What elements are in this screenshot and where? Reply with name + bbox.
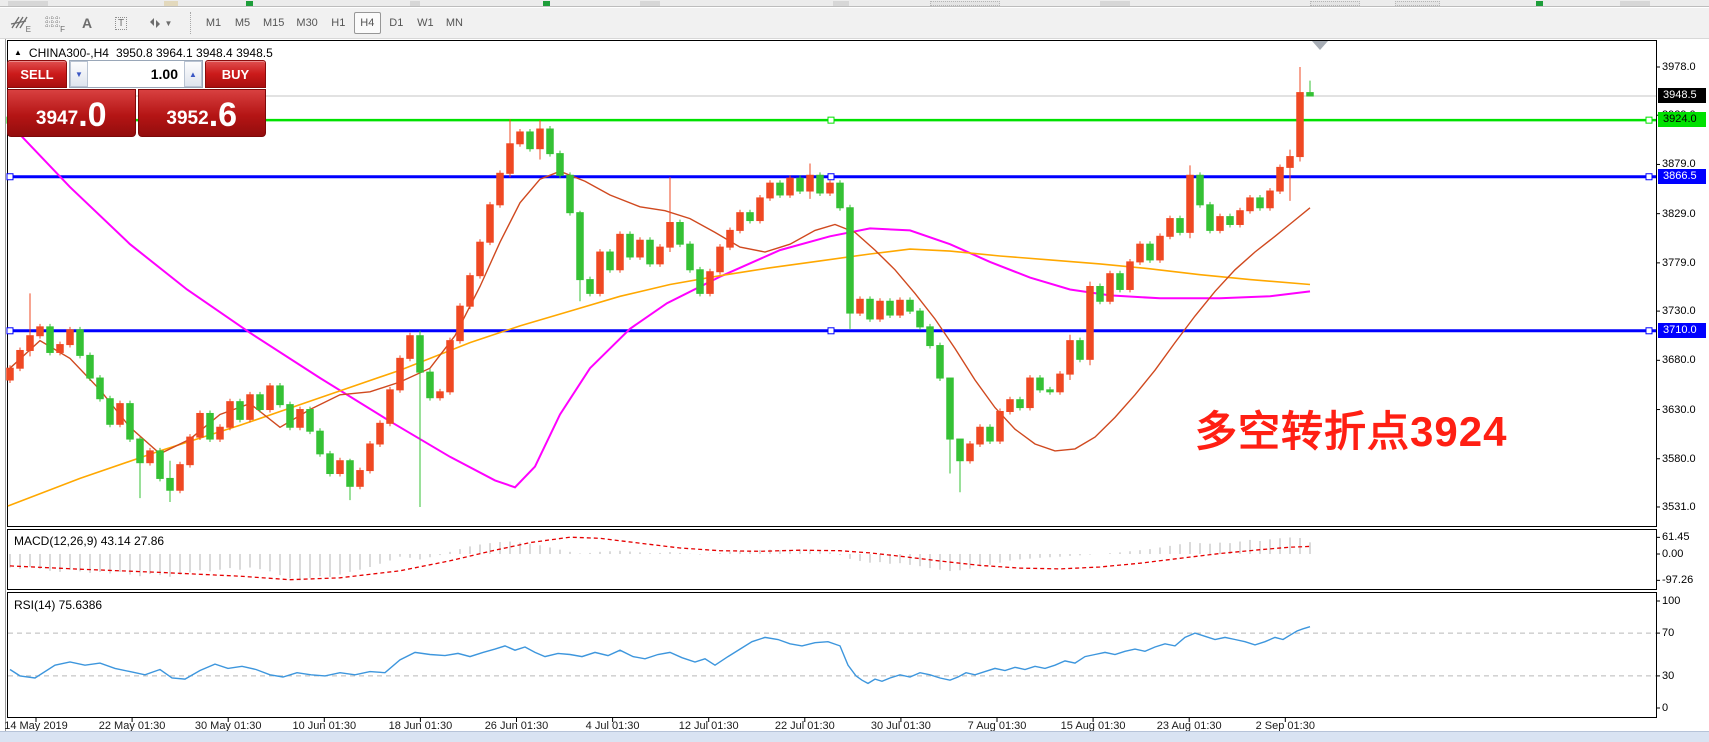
collapse-trade-panel-icon[interactable]: ▲ <box>14 47 22 57</box>
date-label: 30 Jul 01:30 <box>870 720 931 732</box>
date-label: 7 Aug 01:30 <box>967 720 1027 732</box>
rsi-tick: 0 <box>1662 702 1669 714</box>
price-tick: 3978.0 <box>1662 61 1696 73</box>
price-tick: 3730.0 <box>1662 305 1696 318</box>
timeframe-button-w1[interactable]: W1 <box>417 17 434 29</box>
sell-price-pane[interactable]: 3947.0 <box>7 89 136 137</box>
objects-icon[interactable]: ▼ <box>140 11 180 35</box>
timeframe-button-mn[interactable]: MN <box>445 17 463 29</box>
date-label: 23 Aug 01:30 <box>1156 720 1222 732</box>
volume-stepper: ▼ ▲ <box>69 60 203 88</box>
date-label: 2 Sep 01:30 <box>1255 720 1315 732</box>
grid-icon[interactable]: F <box>45 16 65 34</box>
rsi-label: RSI(14) 75.6386 <box>14 598 103 612</box>
chart-header: ▲ CHINA300-,H4 3950.8 3964.1 3948.4 3948… <box>14 46 273 60</box>
toolbar-separator <box>190 12 191 34</box>
price-tick: 3829.0 <box>1662 207 1696 220</box>
current-price-badge: 3948.5 <box>1658 88 1706 104</box>
clipped-toolbar-strip <box>0 0 1709 7</box>
macd-label: MACD(12,26,9) 43.14 27.86 <box>14 534 165 548</box>
volume-increase-button[interactable]: ▲ <box>184 61 202 87</box>
symbol-title: CHINA300-,H4 <box>28 46 109 60</box>
price-tick: 3779.0 <box>1662 256 1696 269</box>
price-tick: 3580.0 <box>1662 452 1696 465</box>
hline-badge: 3866.5 <box>1658 168 1706 184</box>
timeframe-button-h1[interactable]: H1 <box>331 17 346 29</box>
date-label: 15 Aug 01:30 <box>1060 720 1126 732</box>
macd-panel[interactable] <box>7 529 1657 590</box>
timeframe-button-h4[interactable]: H4 <box>353 12 381 34</box>
volume-input[interactable] <box>88 61 184 87</box>
indicators-icon[interactable]: E <box>4 11 34 35</box>
text-annotation[interactable]: 多空转折点3924 <box>1195 408 1508 455</box>
date-label: 18 Jun 01:30 <box>388 720 453 732</box>
timeframe-button-d1[interactable]: D1 <box>389 17 404 29</box>
toolbar: E F A T ▼ M1 M5 M15 M30 H1 H4 D1 W1 MN <box>0 8 1709 39</box>
price-tick: 3879.0 <box>1662 158 1696 171</box>
text-box-icon[interactable]: T <box>106 11 136 35</box>
buy-price-pane[interactable]: 3952.6 <box>137 89 266 137</box>
date-label: 12 Jul 01:30 <box>678 720 739 732</box>
rsi-tick: 70 <box>1662 627 1675 640</box>
hline-badge: 3710.0 <box>1658 322 1706 338</box>
sell-button[interactable]: SELL <box>7 60 67 88</box>
date-label: 22 May 01:30 <box>98 720 166 732</box>
buy-button[interactable]: BUY <box>205 60 266 88</box>
timeframe-button-m5[interactable]: M5 <box>234 17 251 29</box>
ohlc-values: 3950.8 3964.1 3948.4 3948.5 <box>115 46 273 60</box>
chevron-down-icon: ▼ <box>164 18 173 28</box>
volume-decrease-button[interactable]: ▼ <box>70 61 88 87</box>
text-label-icon[interactable]: A <box>81 15 93 31</box>
hline-badge: 3924.0 <box>1658 112 1706 128</box>
rsi-tick: 100 <box>1662 595 1681 607</box>
date-label: 4 Jul 01:30 <box>585 720 640 732</box>
timeframe-button-m15[interactable]: M15 <box>263 17 285 29</box>
macd-tick: -97.26 <box>1662 574 1694 587</box>
date-label: 26 Jun 01:30 <box>484 720 549 732</box>
price-tick: 3531.0 <box>1662 500 1696 513</box>
one-click-trade-widget: SELL ▼ ▲ BUY 3947.0 3952.6 <box>7 60 266 137</box>
bottom-strip <box>0 731 1709 742</box>
date-label: 10 Jun 01:30 <box>292 720 357 732</box>
down-arrow-marker[interactable] <box>1312 41 1328 50</box>
window-edge <box>5 39 6 731</box>
date-label: 14 May 2019 <box>4 720 68 732</box>
rsi-panel[interactable] <box>7 592 1657 718</box>
date-label: 30 May 01:30 <box>194 720 262 732</box>
rsi-tick: 30 <box>1662 669 1675 682</box>
timeframe-button-m1[interactable]: M1 <box>205 17 222 29</box>
macd-tick: 61.45 <box>1662 531 1690 544</box>
price-tick: 3630.0 <box>1662 403 1696 416</box>
macd-tick: 0.00 <box>1662 548 1684 560</box>
date-label: 22 Jul 01:30 <box>774 720 835 732</box>
timeframe-button-m30[interactable]: M30 <box>296 17 318 29</box>
price-tick: 3680.0 <box>1662 354 1696 367</box>
